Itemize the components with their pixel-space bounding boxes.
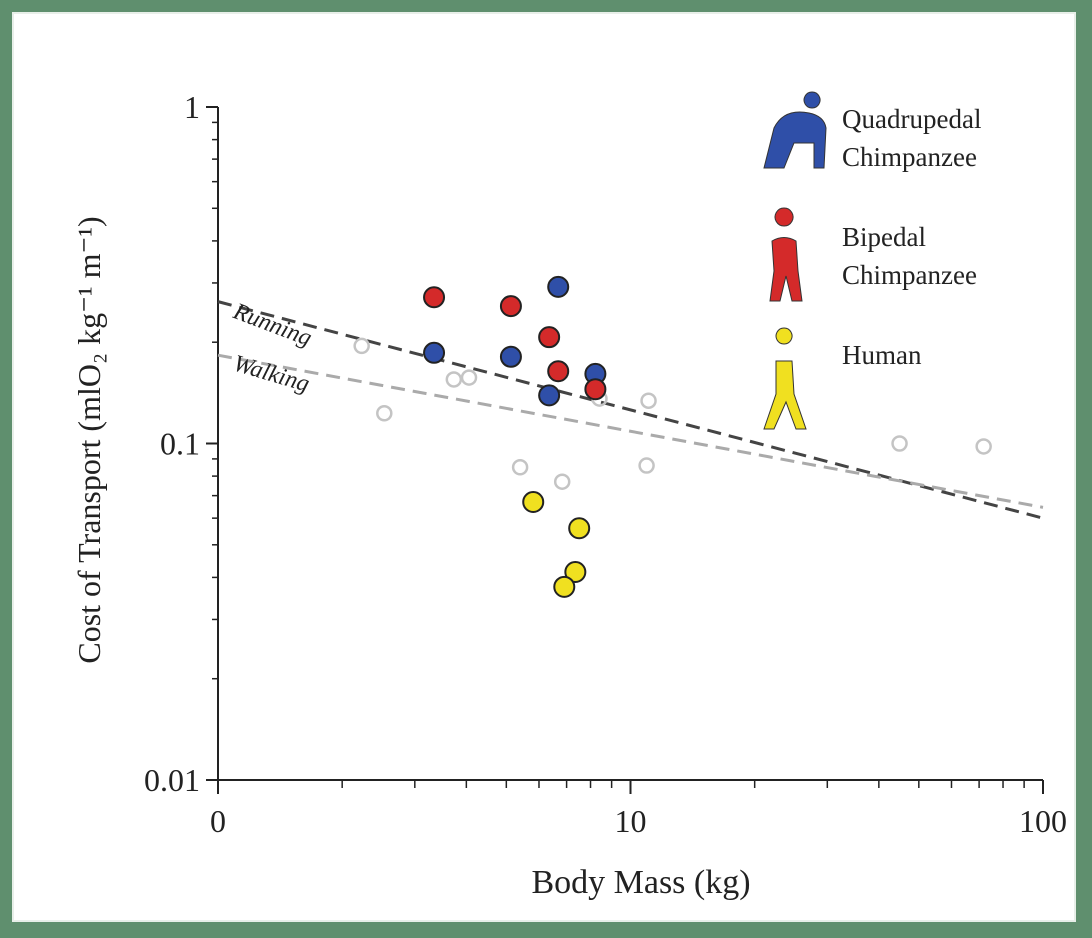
figure-panel bbox=[12, 12, 1076, 922]
open-point bbox=[975, 438, 992, 455]
data-point bbox=[538, 326, 561, 349]
x-axis-title: Body Mass (kg) bbox=[531, 864, 750, 901]
figure-silhouette bbox=[769, 207, 803, 302]
data-point bbox=[423, 341, 446, 364]
open-point bbox=[640, 392, 657, 409]
data-point bbox=[538, 384, 561, 407]
data-point bbox=[584, 378, 607, 401]
data-point bbox=[547, 275, 570, 298]
x-tick-label: 100 bbox=[1019, 803, 1067, 839]
open-point bbox=[638, 457, 655, 474]
data-point bbox=[499, 345, 522, 368]
open-point bbox=[460, 369, 478, 386]
x-tick-label: 0 bbox=[210, 803, 226, 839]
figure-silhouette bbox=[763, 91, 827, 169]
line-label: Walking bbox=[230, 351, 312, 398]
legend-label: Bipedal Chimpanzee bbox=[842, 222, 977, 290]
data-point bbox=[553, 575, 576, 598]
y-tick-label: 0.01 bbox=[144, 762, 200, 798]
open-point bbox=[891, 435, 908, 452]
open-point bbox=[511, 459, 529, 476]
trend-line bbox=[217, 353, 1044, 509]
data-point bbox=[564, 561, 587, 584]
legend-icon bbox=[763, 327, 807, 430]
y-axis-title: Cost of Transport (mlO₂ kg⁻¹ m⁻¹) bbox=[71, 216, 107, 663]
data-point bbox=[568, 517, 591, 540]
data-point bbox=[423, 286, 446, 309]
open-point bbox=[553, 473, 571, 490]
data-point bbox=[499, 295, 522, 318]
x-tick-label: 10 bbox=[615, 803, 647, 839]
trend-line bbox=[217, 300, 1044, 520]
legend-label: Human bbox=[842, 340, 922, 370]
data-point bbox=[522, 491, 545, 514]
data-point bbox=[547, 360, 570, 383]
y-tick-label: 0.1 bbox=[160, 426, 200, 462]
open-point bbox=[376, 404, 393, 422]
open-point bbox=[445, 371, 463, 388]
legend-icon bbox=[769, 207, 803, 302]
open-point bbox=[353, 337, 370, 355]
y-tick-label: 1 bbox=[184, 89, 200, 125]
line-label: Running bbox=[229, 298, 315, 351]
legend-icon bbox=[763, 91, 827, 169]
legend-label: Quadrupedal Chimpanzee bbox=[842, 104, 982, 172]
figure-silhouette bbox=[763, 327, 807, 430]
